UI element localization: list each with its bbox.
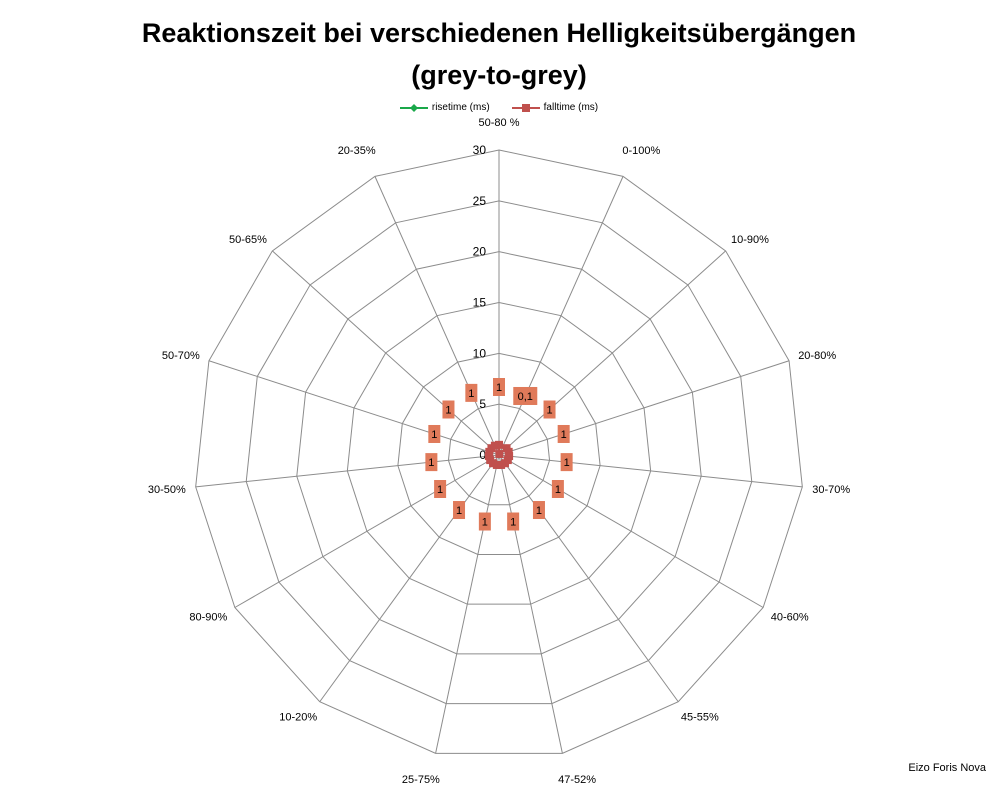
- data-point-falltime: [497, 460, 506, 469]
- category-label: 80-90%: [189, 612, 227, 624]
- category-label: 0-100%: [622, 145, 660, 157]
- data-label: 1: [555, 484, 561, 496]
- legend: risetime (ms) falltime (ms): [0, 102, 998, 113]
- legend-label-falltime: falltime (ms): [543, 102, 599, 113]
- data-label-box: [507, 512, 520, 531]
- data-label-box: [532, 501, 545, 520]
- data-label-box: [478, 512, 491, 531]
- chart-title-line2: (grey-to-grey): [411, 60, 587, 90]
- data-label-box: [428, 424, 441, 443]
- legend-marker-falltime-icon: [511, 103, 540, 112]
- category-label: 10-90%: [731, 234, 769, 246]
- category-label: 25-75%: [402, 774, 440, 786]
- chart-title: Reaktionszeit bei verschiedenen Helligke…: [0, 12, 998, 96]
- category-label: 50-70%: [162, 350, 200, 362]
- data-label: 1: [546, 404, 552, 416]
- radial-tick-label: 30: [473, 143, 487, 157]
- grid-spoke-1: [498, 176, 624, 456]
- category-label: 50-65%: [229, 234, 267, 246]
- data-label-box: [465, 383, 478, 402]
- data-label-box: [493, 378, 505, 396]
- data-label: 1: [428, 457, 434, 469]
- data-label-box: [513, 386, 538, 405]
- grid-ring-5: [447, 403, 551, 506]
- radial-tick-label: 25: [473, 194, 487, 208]
- data-point-falltime: [486, 456, 495, 465]
- grid-spoke-4: [498, 454, 803, 488]
- radial-tick-label: 15: [473, 296, 487, 310]
- category-label: 50-80 %: [479, 117, 520, 129]
- legend-item-risetime: risetime (ms): [399, 102, 490, 113]
- radial-tick-label: 10: [473, 346, 487, 360]
- data-label: 1: [510, 517, 516, 529]
- radial-tick-label: 20: [473, 245, 487, 259]
- grid-spoke-8: [435, 454, 500, 754]
- data-label-box: [442, 400, 455, 419]
- grid-spoke-6: [498, 454, 679, 703]
- grid-ring-10: [397, 352, 601, 555]
- data-label-box: [425, 453, 438, 472]
- data-label: 1: [468, 388, 474, 400]
- data-label: 1: [536, 505, 542, 517]
- category-label: 20-80%: [798, 350, 836, 362]
- category-label: 47-52%: [558, 774, 596, 786]
- radial-tick-label: 0: [479, 448, 486, 462]
- category-label: 40-60%: [771, 612, 809, 624]
- grid-spoke-14: [374, 176, 500, 456]
- legend-item-falltime: falltime (ms): [511, 102, 599, 113]
- category-label: 10-20%: [279, 711, 317, 723]
- category-label: 30-50%: [148, 484, 186, 496]
- data-label: 1: [482, 517, 488, 529]
- chart-title-line1: Reaktionszeit bei verschiedenen Helligke…: [141, 18, 857, 48]
- data-label-box: [434, 480, 447, 498]
- grid-ring-25: [245, 200, 753, 705]
- credit-text: Eizo Foris Nova: [908, 762, 986, 774]
- data-label: 0,1: [518, 391, 533, 403]
- data-label-box: [551, 480, 564, 498]
- category-label: 20-35%: [338, 145, 376, 157]
- grid-spoke-13: [272, 250, 500, 456]
- legend-marker-risetime-icon: [399, 103, 428, 112]
- grid-spoke-9: [319, 454, 500, 703]
- category-label: 45-55%: [681, 711, 719, 723]
- legend-label-risetime: risetime (ms): [431, 102, 490, 113]
- data-point-falltime: [484, 452, 493, 461]
- data-label: 1: [564, 457, 570, 469]
- data-label-box: [453, 501, 466, 520]
- grid-spoke-5: [498, 454, 764, 608]
- data-point-falltime: [495, 450, 504, 459]
- data-label: 1: [456, 505, 462, 517]
- data-label: 1: [445, 404, 451, 416]
- data-point-falltime: [505, 452, 514, 461]
- radial-tick-label: 5: [479, 397, 486, 411]
- data-label-box: [543, 400, 556, 419]
- grid-spoke-11: [195, 454, 500, 488]
- grid-spoke-2: [498, 250, 726, 456]
- data-point-falltime: [495, 440, 503, 449]
- grid-spoke-10: [234, 454, 500, 608]
- data-label-box: [560, 453, 573, 472]
- data-label: 1: [561, 429, 567, 441]
- category-label: 30-70%: [812, 484, 850, 496]
- grid-spoke-12: [208, 360, 500, 456]
- grid-ring-20: [296, 251, 702, 655]
- grid-spoke-7: [498, 454, 563, 754]
- grid-ring-30: [195, 149, 803, 754]
- grid-spoke-3: [498, 360, 790, 456]
- data-label-box: [557, 424, 570, 443]
- grid-ring-15: [346, 301, 652, 605]
- data-label: 1: [431, 429, 437, 441]
- data-label: 1: [496, 382, 502, 394]
- data-label: 1: [437, 484, 443, 496]
- data-point-falltime: [490, 441, 499, 450]
- data-point-falltime: [504, 447, 513, 456]
